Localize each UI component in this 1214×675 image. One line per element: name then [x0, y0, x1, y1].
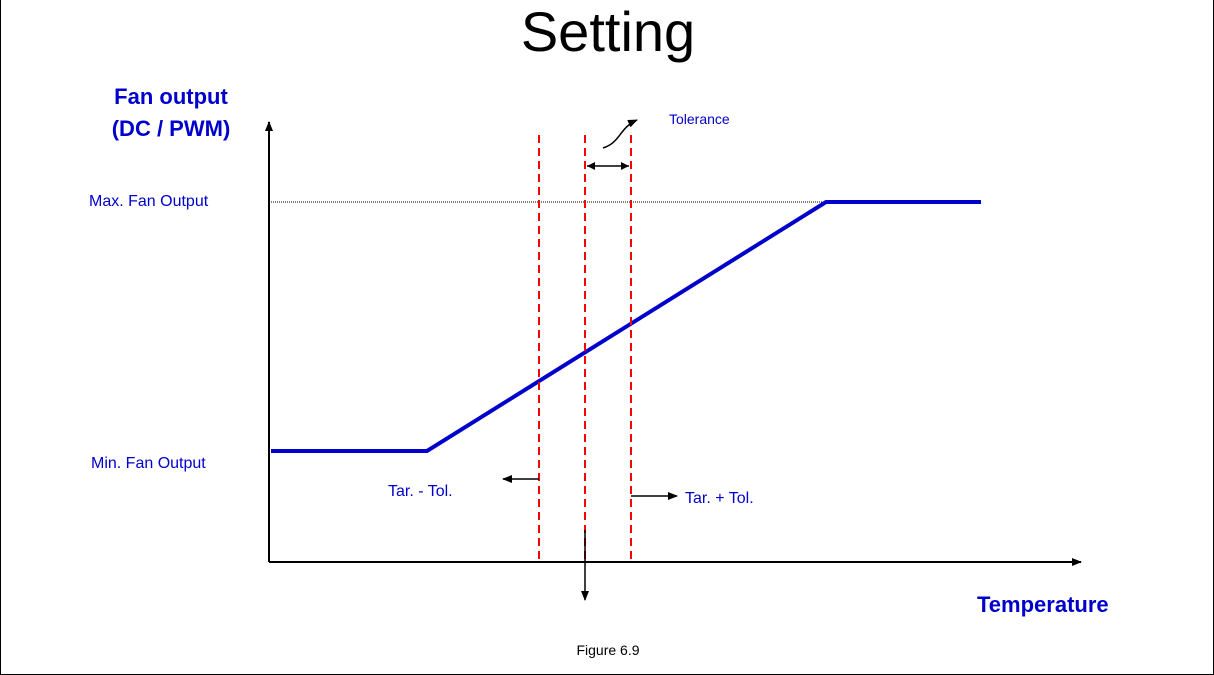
- fan-output-curve: [271, 200, 981, 453]
- max-output-label: Max. Fan Output: [89, 193, 209, 210]
- tar-plus-tol-label: Tar. + Tol.: [685, 490, 754, 507]
- diagram-title: Setting: [520, 0, 696, 63]
- min-output-label: Min. Fan Output: [91, 455, 206, 472]
- figure-caption: Figure 6.9: [576, 642, 640, 658]
- tolerance-label: Tolerance: [669, 111, 730, 127]
- tolerance-pointer: [602, 119, 638, 149]
- tar-minus-tol-label: Tar. - Tol.: [388, 483, 453, 500]
- x-axis-label: Temperature: [977, 592, 1109, 617]
- y-axis-label-line2: (DC / PWM): [111, 116, 231, 141]
- y-axis-label-line1: Fan output: [114, 84, 228, 109]
